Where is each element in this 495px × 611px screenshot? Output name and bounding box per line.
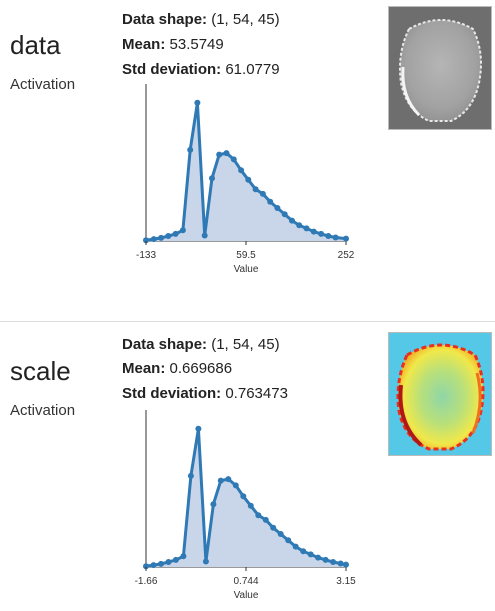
layer-name: data xyxy=(10,30,61,60)
layer-type: Activation xyxy=(10,76,76,93)
histogram-point xyxy=(281,211,288,218)
histogram-point xyxy=(172,556,179,563)
histogram-point xyxy=(325,233,332,239)
histogram-point xyxy=(143,563,149,570)
stat-label: Std deviation: xyxy=(122,385,222,402)
histogram-area xyxy=(146,102,346,241)
histogram-point xyxy=(216,151,223,158)
histogram-chart: -133 59.5 252 Value xyxy=(120,80,370,285)
histogram-point xyxy=(172,230,179,237)
histogram-point xyxy=(201,232,208,239)
histogram-point xyxy=(296,222,303,229)
histogram-point xyxy=(187,472,194,479)
histogram-point xyxy=(262,516,269,523)
histogram-point xyxy=(343,561,349,568)
histogram-point xyxy=(267,198,274,205)
histogram-point xyxy=(307,551,314,558)
activation-thumbnail xyxy=(388,332,492,456)
histogram-point xyxy=(300,548,307,555)
histogram-point xyxy=(303,225,310,232)
histogram-point xyxy=(179,227,186,234)
stat-label: Data shape: xyxy=(122,336,208,353)
layer-type: Activation xyxy=(10,402,76,419)
stat-data-shape: Data shape: (1, 54, 45) xyxy=(122,11,280,28)
histogram-point xyxy=(285,537,292,544)
stat-std-deviation: Std deviation: 61.0779 xyxy=(122,61,280,78)
stat-mean: Mean: 53.5749 xyxy=(122,36,224,53)
histogram-point xyxy=(230,156,237,163)
histogram-point xyxy=(202,558,209,565)
stat-value: (1, 54, 45) xyxy=(211,11,280,28)
x-tick-label: -1.66 xyxy=(135,576,158,587)
histogram-line xyxy=(145,101,347,242)
histogram-point xyxy=(252,186,259,193)
stat-label: Mean: xyxy=(122,36,166,53)
histogram-point xyxy=(289,217,295,224)
x-tick-label: 59.5 xyxy=(236,250,256,261)
histogram-point xyxy=(330,559,337,565)
stat-label: Data shape: xyxy=(122,11,208,28)
stat-value: 61.0779 xyxy=(225,61,280,78)
histogram-point xyxy=(158,560,164,567)
histogram-point xyxy=(337,560,344,567)
histogram-point xyxy=(187,146,194,153)
histogram-point xyxy=(322,556,329,563)
histogram-point xyxy=(209,175,215,182)
histogram-point xyxy=(332,234,339,241)
histogram-point xyxy=(195,425,202,432)
histogram-point xyxy=(180,553,187,560)
histogram-point xyxy=(194,99,201,106)
panel-divider xyxy=(0,321,495,322)
histogram-point xyxy=(217,477,224,484)
histogram-point xyxy=(210,501,217,508)
stat-value: 0.669686 xyxy=(169,360,233,377)
x-axis-label: Value xyxy=(234,590,259,601)
histogram-point xyxy=(165,559,172,565)
histogram-point xyxy=(240,493,247,500)
histogram-point xyxy=(315,554,322,561)
stat-std-deviation: Std deviation: 0.763473 xyxy=(122,385,288,402)
histogram-point xyxy=(225,476,232,483)
histogram-point xyxy=(143,237,149,244)
stat-value: (1, 54, 45) xyxy=(211,336,280,353)
histogram-point xyxy=(274,205,281,211)
stat-mean: Mean: 0.669686 xyxy=(122,360,232,377)
stat-label: Mean: xyxy=(122,360,166,377)
histogram-point xyxy=(158,234,165,241)
histogram-chart: -1.66 0.744 3.15 Value xyxy=(120,406,370,611)
histogram-point xyxy=(223,150,230,157)
histogram-point xyxy=(277,531,284,537)
histogram-point xyxy=(310,228,317,235)
histogram-point xyxy=(245,176,252,183)
activation-thumbnail xyxy=(388,6,492,130)
x-tick-label: -133 xyxy=(136,250,156,261)
histogram-point xyxy=(238,167,245,174)
layer-name: scale xyxy=(10,356,71,386)
histogram-point xyxy=(270,524,277,531)
stat-data-shape: Data shape: (1, 54, 45) xyxy=(122,336,280,353)
histogram-point xyxy=(292,543,299,550)
histogram-point xyxy=(247,502,254,509)
stat-label: Std deviation: xyxy=(122,61,222,78)
stat-value: 53.5749 xyxy=(169,36,224,53)
histogram-point xyxy=(165,233,172,239)
histogram-area xyxy=(146,428,346,567)
histogram-point xyxy=(318,230,325,237)
x-tick-label: 252 xyxy=(338,250,355,261)
histogram-point xyxy=(150,562,157,569)
stat-value: 0.763473 xyxy=(225,385,288,402)
histogram-point xyxy=(232,482,239,489)
histogram-point xyxy=(259,190,266,197)
x-tick-label: 0.744 xyxy=(233,576,258,587)
histogram-point xyxy=(150,236,157,243)
x-tick-label: 3.15 xyxy=(336,576,356,587)
x-axis-label: Value xyxy=(234,264,259,275)
histogram-point xyxy=(343,235,349,242)
histogram-line xyxy=(145,427,347,568)
histogram-point xyxy=(255,512,262,519)
